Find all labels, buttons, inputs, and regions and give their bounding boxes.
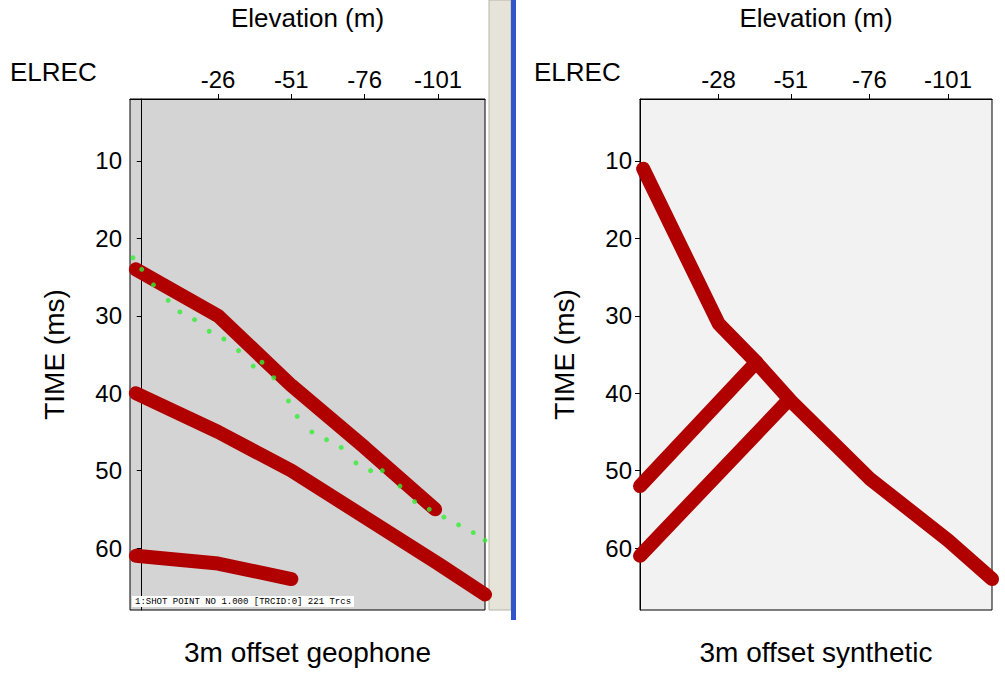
svg-text:20: 20 xyxy=(605,225,632,252)
svg-text:-76: -76 xyxy=(347,66,382,93)
svg-text:Elevation (m): Elevation (m) xyxy=(739,3,892,33)
svg-text:-101: -101 xyxy=(924,66,972,93)
svg-text:1:SHOT POINT NO 1.000 [TRCID:0: 1:SHOT POINT NO 1.000 [TRCID:0] 221 Trcs xyxy=(135,597,351,607)
svg-text:10: 10 xyxy=(605,147,632,174)
svg-text:50: 50 xyxy=(605,457,632,484)
svg-text:Elevation (m): Elevation (m) xyxy=(231,3,384,33)
svg-text:ELREC: ELREC xyxy=(534,57,621,87)
svg-text:3m offset synthetic: 3m offset synthetic xyxy=(700,637,933,668)
svg-text:-76: -76 xyxy=(852,66,887,93)
svg-text:-28: -28 xyxy=(701,66,736,93)
svg-text:-26: -26 xyxy=(201,66,236,93)
svg-text:20: 20 xyxy=(95,225,122,252)
svg-text:10: 10 xyxy=(95,147,122,174)
svg-text:60: 60 xyxy=(605,535,632,562)
svg-text:40: 40 xyxy=(95,380,122,407)
svg-text:-51: -51 xyxy=(774,66,809,93)
svg-text:-101: -101 xyxy=(414,66,462,93)
svg-text:3m offset geophone: 3m offset geophone xyxy=(184,637,431,668)
svg-text:30: 30 xyxy=(95,302,122,329)
svg-text:60: 60 xyxy=(95,535,122,562)
svg-text:50: 50 xyxy=(95,457,122,484)
svg-text:TIME (ms): TIME (ms) xyxy=(549,289,580,420)
svg-text:TIME (ms): TIME (ms) xyxy=(39,289,70,420)
svg-text:40: 40 xyxy=(605,380,632,407)
svg-text:30: 30 xyxy=(605,302,632,329)
svg-text:ELREC: ELREC xyxy=(10,57,97,87)
svg-text:-51: -51 xyxy=(274,66,309,93)
